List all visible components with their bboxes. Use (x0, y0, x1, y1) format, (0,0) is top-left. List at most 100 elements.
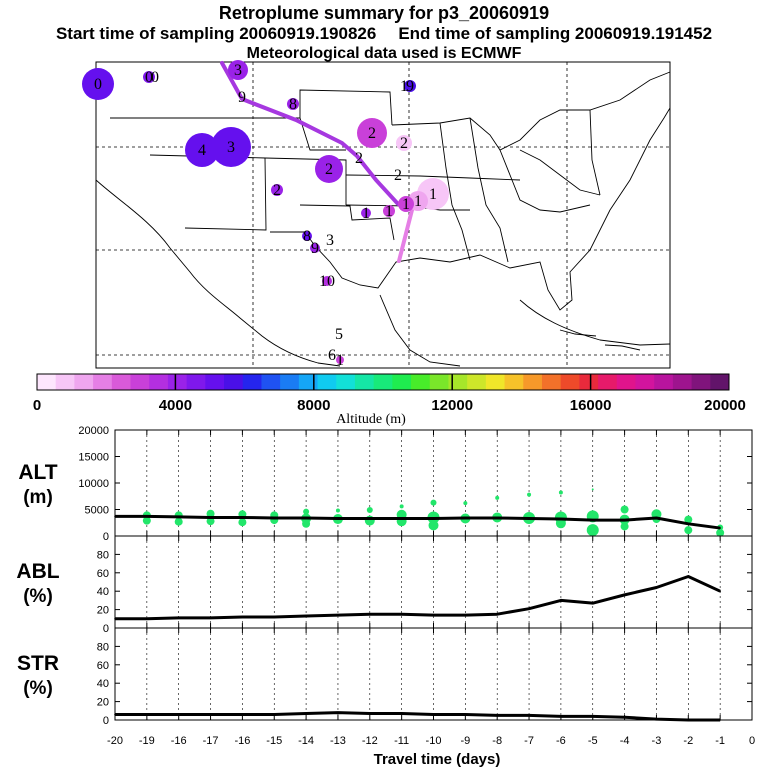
series-point-str-5 (273, 713, 276, 716)
series-point-str-19 (719, 719, 721, 721)
series-point-alt-15 (591, 519, 594, 521)
colorbar-tick-label-4: 16000 (570, 397, 612, 414)
plume-label-18: 2 (273, 182, 281, 199)
series-point-abl-9 (400, 613, 403, 615)
series-point-abl-18 (687, 575, 690, 578)
plume-label-1: 0 (145, 69, 153, 86)
series-point-abl-0 (114, 618, 116, 620)
x-tick-label-8: -12 (362, 735, 378, 747)
plume-label-21: 8 (303, 228, 311, 245)
series-point-alt-0 (114, 515, 116, 518)
scatter-point-7 (238, 518, 247, 527)
plume-circle-19 (383, 205, 395, 217)
plume-label-2: 0 (151, 69, 159, 86)
colorbar-swatch-1 (55, 374, 75, 390)
colorbar-swatch-0 (37, 374, 57, 390)
series-point-abl-10 (432, 614, 435, 616)
colorbar-swatch-17 (354, 374, 375, 390)
panel-alt: 0 5000 10000 15000 20000 ALT (m) (18, 425, 753, 543)
scatter-point-13 (335, 508, 340, 513)
y-tick-label-alt-1: 5000 (85, 505, 109, 517)
series-point-str-15 (591, 715, 594, 718)
plume-circle-12 (211, 127, 251, 167)
plume-circle-18 (271, 184, 283, 196)
plume-label-23: 3 (326, 232, 334, 249)
chart-title: Retroplume summary for p3_20060919 (218, 3, 550, 23)
series-point-abl-14 (560, 599, 562, 602)
plume-circle-1 (143, 71, 155, 83)
colorbar-tick-label-0: 0 (33, 397, 41, 414)
series-line-str (115, 711, 721, 722)
scatter-point-17 (399, 504, 404, 509)
series-point-str-0 (114, 713, 116, 716)
scatter-point-32 (591, 488, 594, 491)
x-tick-label-5: -15 (266, 735, 282, 747)
colorbar-swatch-18 (373, 374, 393, 390)
y-tick-label-str-3: 60 (97, 660, 109, 672)
coastline-and-borders (95, 62, 671, 367)
colorbar-swatch-13 (280, 374, 300, 390)
series-point-abl-13 (528, 607, 530, 610)
time-series-panels: 0 5000 10000 15000 20000 ALT (m) 0 20 40 60 80 ABL (%… (16, 425, 755, 747)
colorbar-swatch-30 (598, 374, 618, 390)
plume-label-13: 2 (325, 161, 333, 178)
series-point-str-11 (464, 713, 467, 716)
series-point-str-1 (146, 713, 148, 716)
plume-circle-20 (361, 208, 371, 218)
x-tick-label-7: -13 (330, 735, 346, 747)
panel-label-str: STR (17, 652, 59, 675)
series-point-alt-8 (369, 517, 371, 520)
plume-label-6: 9 (406, 78, 414, 95)
colorbar-tick-label-5: 20000 (704, 397, 746, 414)
series-point-abl-1 (146, 618, 148, 620)
plume-label-12: 3 (227, 139, 235, 156)
colorbar-swatch-33 (654, 374, 674, 390)
colorbar-swatch-16 (336, 374, 356, 390)
plume-circle-24 (322, 276, 332, 286)
panel-label-alt: ALT (18, 461, 57, 484)
plume-label-27: 1 (336, 352, 344, 369)
plume-circle-27 (336, 356, 344, 364)
x-tick-label-3: -17 (203, 735, 219, 747)
x-tick-label-12: -8 (492, 735, 502, 747)
scatter-point-31 (555, 518, 566, 529)
colorbar-swatch-21 (429, 374, 449, 390)
scatter-point-25 (495, 495, 500, 500)
colorbar-swatch-9 (205, 374, 225, 390)
x-tick-label-0: -20 (107, 735, 123, 747)
plume-label-17: 1 (402, 196, 410, 213)
series-point-alt-17 (655, 517, 658, 519)
series-point-alt-4 (241, 516, 244, 519)
colorbar-swatch-5 (130, 374, 150, 390)
scatter-point-1 (142, 516, 151, 525)
trajectory-branch (397, 208, 414, 263)
colorbar-swatch-34 (672, 374, 693, 390)
colorbar-swatch-15 (317, 374, 337, 390)
plume-circle-5 (287, 98, 299, 110)
series-point-alt-3 (209, 516, 212, 519)
panel-unit-abl: (%) (23, 586, 53, 607)
series-point-abl-4 (241, 616, 244, 618)
series-point-alt-13 (528, 517, 530, 520)
colorbar-swatch-19 (392, 374, 412, 390)
scatter-point-10 (303, 508, 310, 515)
series-point-str-16 (623, 716, 626, 719)
plume-label-3: 3 (234, 62, 242, 79)
colorbar-swatch-8 (186, 374, 206, 390)
series-point-alt-16 (623, 519, 626, 521)
series-point-abl-7 (337, 614, 339, 616)
scatter-point-4 (206, 509, 215, 518)
colorbar-tick-label-1: 4000 (159, 397, 192, 414)
plume-circle-3 (228, 60, 248, 80)
plume-label-19: 1 (385, 203, 393, 220)
scatter-point-34 (586, 524, 599, 537)
y-tick-label-abl-2: 40 (97, 586, 109, 598)
colorbar-swatch-31 (616, 374, 636, 390)
panel-str: 0 20 40 60 80 STR (%) (17, 627, 753, 727)
y-tick-label-str-0: 0 (103, 715, 109, 727)
y-tick-label-alt-0: 0 (103, 531, 109, 543)
map-frame (95, 61, 671, 369)
y-tick-label-str-1: 20 (97, 697, 109, 709)
